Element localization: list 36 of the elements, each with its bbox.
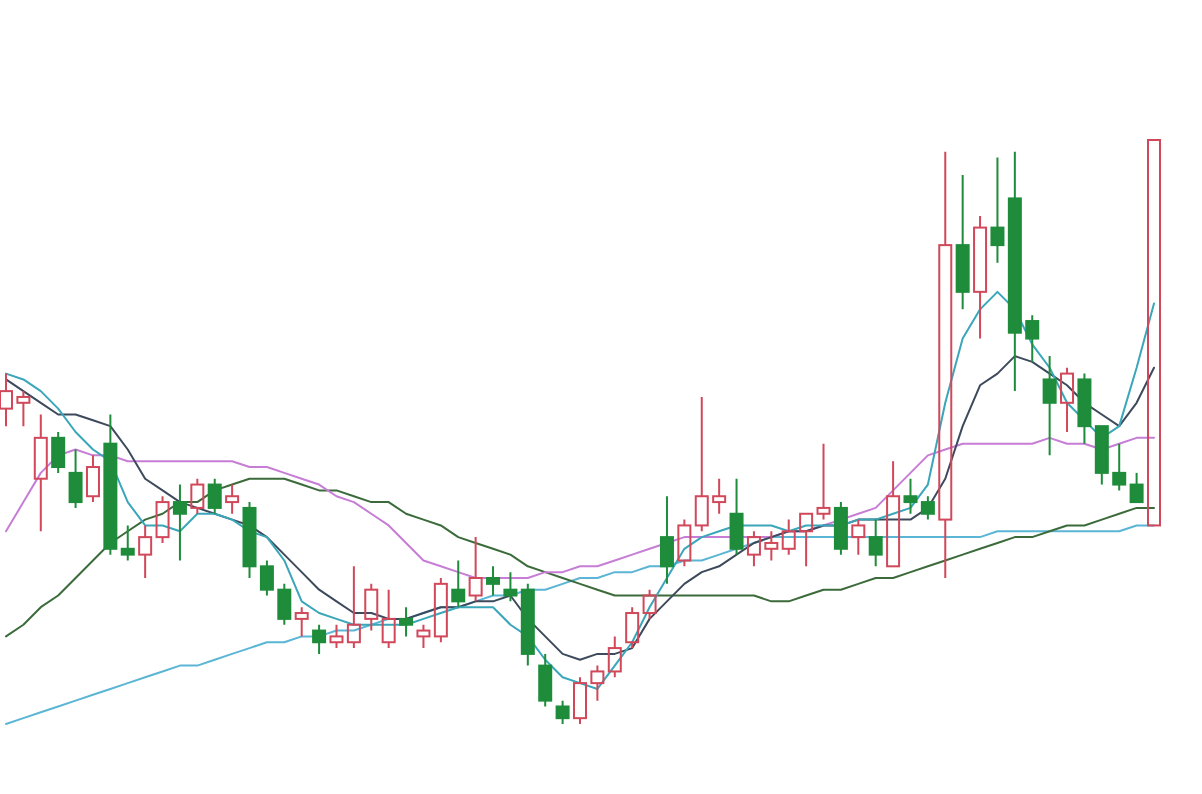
candlestick [938,150,953,579]
candlestick [120,524,135,562]
candlestick [486,565,501,597]
candlestick [903,477,918,515]
candlestick [607,635,622,679]
candlestick [659,495,674,585]
candlestick [416,623,431,650]
candlestick [990,156,1005,264]
candlestick [1077,372,1092,445]
candlestick [1060,366,1075,433]
candlestick [1042,355,1057,457]
candlestick [364,582,379,632]
candlestick [225,483,240,515]
candlestick [312,623,327,655]
candlestick [381,588,396,650]
candlestick [346,565,361,650]
candlestick [503,571,518,603]
candlestick [955,174,970,311]
candlestick [294,606,309,638]
candlestick [68,448,83,509]
candlestick [451,559,466,609]
candlestick [973,214,988,340]
candlestick [816,442,831,521]
candlestick [851,518,866,556]
candlestick [138,524,153,579]
candlestick [85,454,100,504]
candlestick [886,460,901,568]
candlestick [33,413,48,533]
candlestick [172,483,187,562]
candlestick [520,582,535,667]
candlestick [468,536,483,603]
candlestick [1129,471,1144,504]
candlestick [868,518,883,568]
candlestick [399,606,414,638]
candlestick [103,413,118,556]
candlestick [729,477,744,556]
